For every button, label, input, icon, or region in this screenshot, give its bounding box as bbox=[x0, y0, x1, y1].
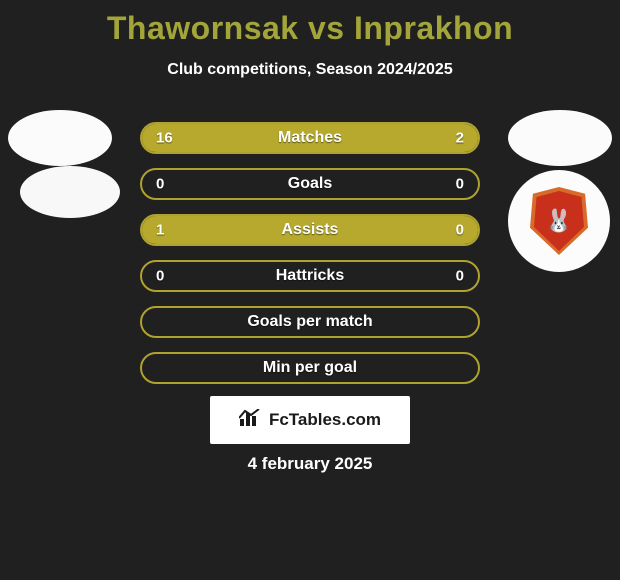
stat-row: Min per goal bbox=[140, 352, 480, 384]
stat-label: Goals bbox=[288, 175, 332, 193]
stat-value-right: 0 bbox=[456, 222, 464, 239]
stat-row: 1 0 Assists bbox=[140, 214, 480, 246]
player-right-avatar bbox=[508, 110, 612, 166]
comparison-bars: 16 2 Matches 0 0 Goals 1 0 Assists 0 0 Hattricks Goa… bbox=[140, 122, 480, 398]
stat-row: 0 0 Hattricks bbox=[140, 260, 480, 292]
stat-label: Min per goal bbox=[263, 359, 357, 377]
stat-row: 16 2 Matches bbox=[140, 122, 480, 154]
shield-icon: 🐰 bbox=[530, 187, 588, 255]
club-emoji: 🐰 bbox=[545, 208, 572, 234]
stat-label: Assists bbox=[282, 221, 339, 239]
brand-chart-icon bbox=[239, 409, 261, 432]
stat-fill-left bbox=[142, 124, 411, 152]
stat-label: Hattricks bbox=[276, 267, 344, 285]
stat-value-right: 2 bbox=[456, 130, 464, 147]
brand-text: FcTables.com bbox=[269, 410, 381, 430]
stat-value-left: 1 bbox=[156, 222, 164, 239]
stat-fill-right bbox=[411, 124, 478, 152]
stat-value-left: 0 bbox=[156, 176, 164, 193]
stat-value-right: 0 bbox=[456, 176, 464, 193]
player-left-avatar bbox=[8, 110, 112, 166]
stat-label: Matches bbox=[278, 129, 342, 147]
stat-value-left: 0 bbox=[156, 268, 164, 285]
subtitle: Club competitions, Season 2024/2025 bbox=[0, 61, 620, 79]
stat-row: Goals per match bbox=[140, 306, 480, 338]
stat-value-left: 16 bbox=[156, 130, 173, 147]
stat-label: Goals per match bbox=[247, 313, 372, 331]
generation-date: 4 february 2025 bbox=[0, 454, 620, 474]
club-right-badge: 🐰 bbox=[508, 170, 610, 272]
page-title: Thawornsak vs Inprakhon bbox=[0, 0, 620, 47]
stat-value-right: 0 bbox=[456, 268, 464, 285]
stat-row: 0 0 Goals bbox=[140, 168, 480, 200]
club-left-badge bbox=[20, 166, 120, 218]
brand-badge: FcTables.com bbox=[210, 396, 410, 444]
